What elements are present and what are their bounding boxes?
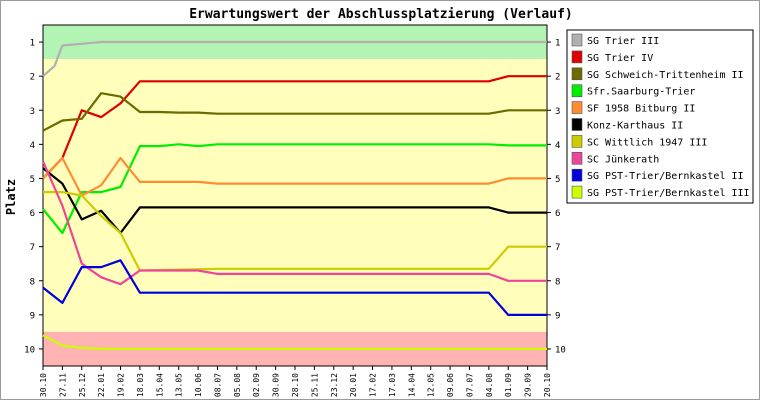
y-tick-label-left: 6 <box>30 209 35 219</box>
series-line <box>42 40 547 78</box>
x-tick-label: 08.07 <box>213 373 222 397</box>
x-tick-label: 07.07 <box>465 373 474 397</box>
series-lines <box>41 40 547 350</box>
legend-label: SC Jünkerath <box>587 154 659 165</box>
x-tick-label: 22.01 <box>97 373 106 397</box>
legend-swatch <box>571 67 583 81</box>
y-tick-label-right: 9 <box>555 311 560 321</box>
legend-swatch <box>571 135 583 148</box>
y-tick-label-right: 5 <box>555 175 560 185</box>
legend-box <box>566 29 754 204</box>
y-tick-label-right: 3 <box>555 107 560 117</box>
x-tick-label: 17.02 <box>369 373 378 397</box>
x-tick-label: 30.09 <box>272 373 281 397</box>
y-tick-label-right: 10 <box>555 345 566 355</box>
legend-swatch <box>571 84 583 97</box>
legend-label: SG Schweich-Trittenheim II <box>587 70 744 81</box>
x-tick-label: 19.02 <box>117 373 126 397</box>
y-tick-label-left: 9 <box>30 311 35 321</box>
x-tick-label: 10.06 <box>194 373 203 397</box>
legend-label: SG PST-Trier/Bernkastel II <box>587 171 744 182</box>
x-tick-label: 12.05 <box>427 373 436 397</box>
x-tick-label: 09.06 <box>446 373 455 397</box>
legend-swatch <box>571 101 583 114</box>
x-tick-label: 15.04 <box>155 373 164 397</box>
x-tick-label: 30.10 <box>39 373 48 397</box>
axes: 1 1 2 2 3 3 4 4 5 5 6 6 7 7 8 8 9 9 10 10 30.10 27.11 25.12 22.… <box>24 24 566 397</box>
chart-title: Erwartungswert der Abschlussplatzierung … <box>189 7 573 22</box>
x-tick-label: 29.09 <box>524 373 533 397</box>
legend-label: SC Wittlich 1947 III <box>587 137 707 148</box>
x-tick-label: 13.05 <box>175 373 184 397</box>
legend-label: SF 1958 Bitburg II <box>587 104 695 115</box>
background-bands <box>43 25 547 366</box>
x-tick-label: 01.09 <box>504 373 513 397</box>
series-line <box>42 143 547 235</box>
x-tick-label: 25.12 <box>78 373 87 397</box>
y-tick-label-right: 8 <box>555 277 560 287</box>
y-tick-label-left: 1 <box>30 39 35 49</box>
legend-swatch <box>571 185 583 199</box>
legend-label: Sfr.Saarburg-Trier <box>587 87 695 98</box>
series-line <box>42 156 547 197</box>
legend-swatch <box>571 118 583 131</box>
legend-label: SG PST-Trier/Bernkastel III <box>587 188 750 199</box>
legend-label: SG Trier III <box>587 36 659 47</box>
series-line <box>41 160 547 286</box>
x-tick-label: 25.11 <box>310 373 319 397</box>
x-tick-label: 02.09 <box>252 373 261 397</box>
legend-swatch <box>571 33 583 47</box>
series-line <box>42 75 547 180</box>
y-axis-label: Platz <box>4 179 18 215</box>
y-tick-label-right: 6 <box>555 209 560 219</box>
y-tick-label-right: 2 <box>555 73 560 83</box>
x-tick-label: 20.10 <box>543 373 552 397</box>
legend-label: SG Trier IV <box>587 53 653 64</box>
x-tick-label: 20.01 <box>349 373 358 397</box>
y-tick-label-left: 3 <box>30 107 35 117</box>
legend-label: Konz-Karthaus II <box>587 121 683 132</box>
x-tick-label: 05.08 <box>233 373 242 397</box>
y-tick-label-left: 7 <box>30 243 35 253</box>
series-line <box>43 191 547 272</box>
x-tick-label: 28.10 <box>291 373 300 397</box>
legend-swatch <box>571 152 583 165</box>
y-tick-label-left: 4 <box>30 141 35 151</box>
legend-swatch <box>571 50 583 64</box>
y-tick-label-right: 7 <box>555 243 560 253</box>
series-line <box>42 92 547 132</box>
band-1 <box>43 59 547 332</box>
y-tick-label-right: 4 <box>555 141 560 151</box>
x-tick-label: 18.03 <box>136 373 145 397</box>
series-line <box>42 334 547 350</box>
legend-swatch <box>571 168 583 182</box>
x-tick-label: 17.03 <box>388 373 397 397</box>
legend: SG Trier III SG Trier IV SG Schweich-Tritt… <box>566 29 754 204</box>
x-tick-label: 14.04 <box>407 373 416 397</box>
x-tick-label: 23.12 <box>330 373 339 397</box>
series-line <box>42 259 547 316</box>
x-tick-label: 04.08 <box>485 373 494 397</box>
y-tick-label-left: 10 <box>24 345 35 355</box>
y-tick-label-left: 5 <box>30 175 35 185</box>
x-tick-label: 27.11 <box>58 373 67 397</box>
y-tick-label-left: 2 <box>30 73 35 83</box>
y-tick-label-right: 1 <box>555 39 560 49</box>
y-tick-label-left: 8 <box>30 277 35 287</box>
